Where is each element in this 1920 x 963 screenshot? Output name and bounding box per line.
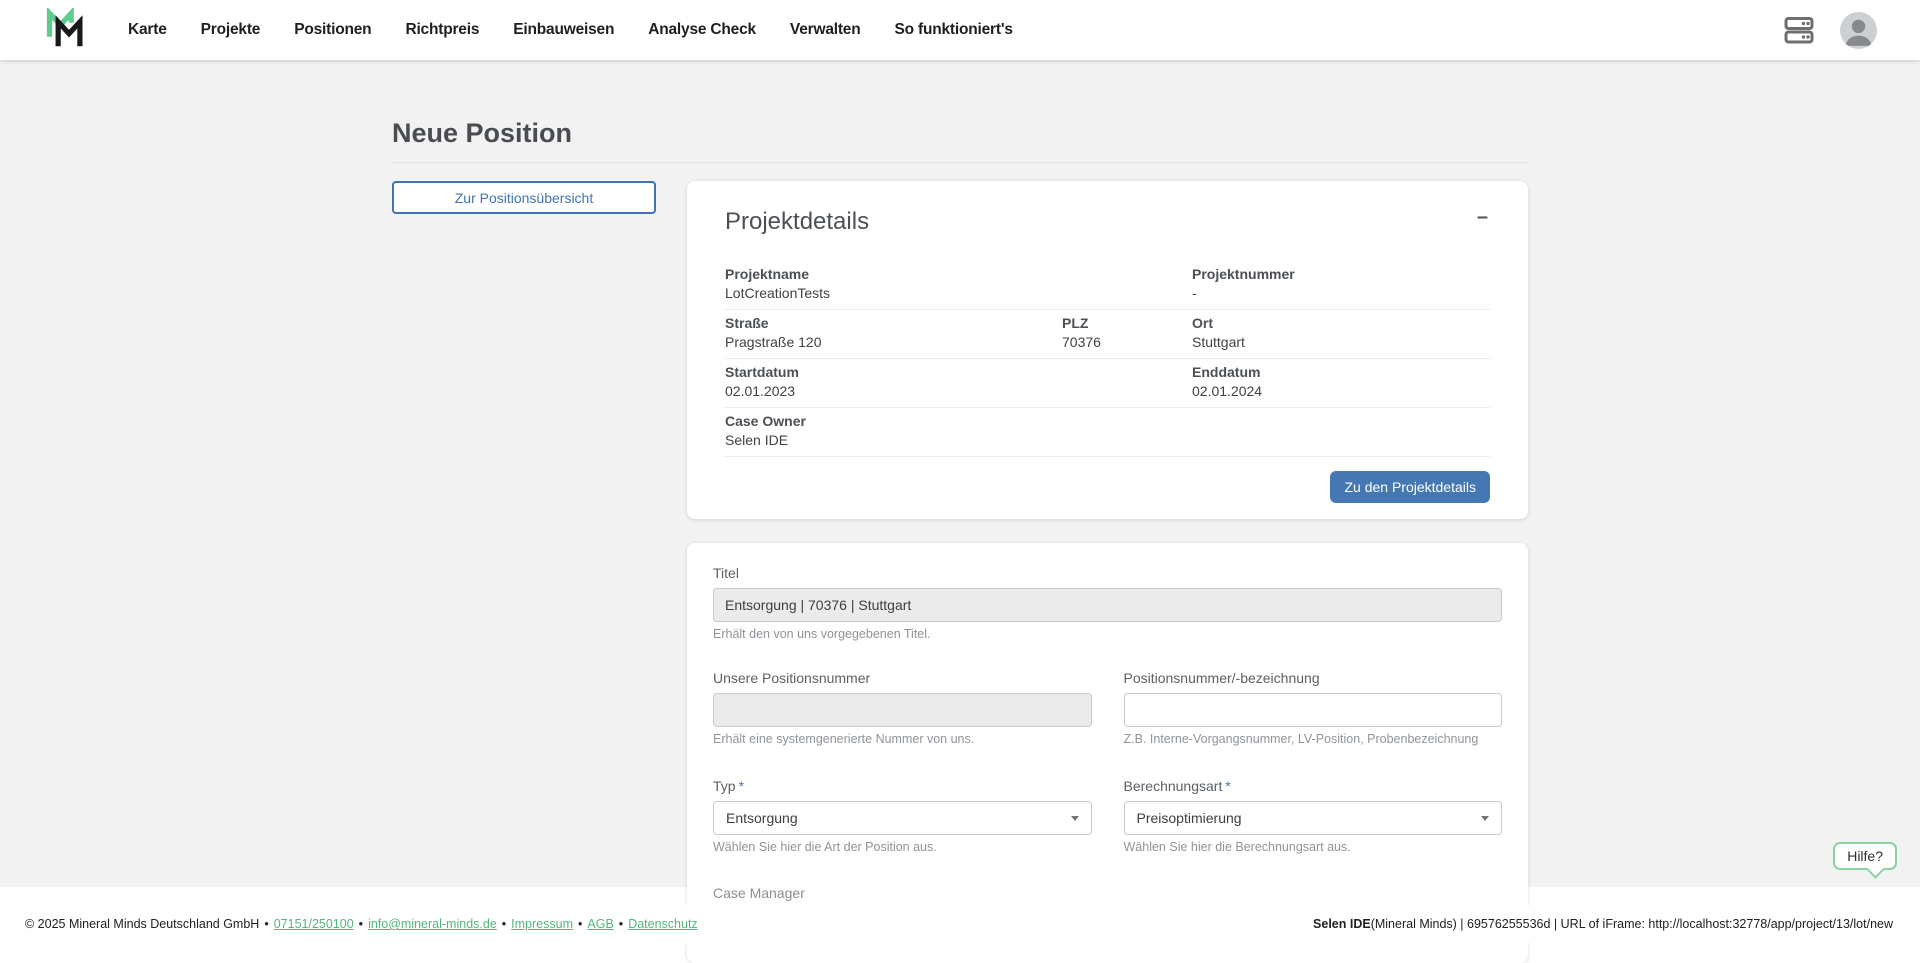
title-divider — [392, 162, 1528, 163]
phone-link[interactable]: 07151/250100 — [273, 917, 354, 931]
server-icon[interactable] — [1783, 14, 1815, 46]
typ-field: Typ * Entsorgung Wählen Sie hier die Art … — [713, 778, 1092, 855]
agb-link[interactable]: AGB — [587, 917, 614, 931]
nav-item-projekte[interactable]: Projekte — [200, 21, 261, 38]
positionsnummer-label: Positionsnummer/-bezeichnung — [1123, 670, 1320, 686]
table-row: Case Owner Selen IDE — [725, 408, 1490, 457]
top-navbar: Karte Projekte Positionen Richtpreis Ein… — [0, 0, 1920, 60]
table-row: Straße Pragstraße 120 PLZ 70376 Ort Stut… — [725, 310, 1490, 359]
titel-label: Titel — [713, 565, 739, 581]
typ-select-value: Entsorgung — [726, 810, 798, 826]
session-user: Selen IDE — [1313, 917, 1371, 931]
berechnungsart-field: Berechnungsart * Preisoptimierung Wählen … — [1123, 778, 1502, 855]
email-link[interactable]: info@mineral-minds.de — [368, 917, 497, 931]
titel-input — [713, 588, 1502, 622]
unsere-positionsnummer-input — [713, 693, 1092, 727]
typ-select[interactable]: Entsorgung — [713, 801, 1092, 835]
help-button-label: Hilfe? — [1847, 848, 1883, 864]
field-value: 02.01.2023 — [725, 383, 796, 399]
field-value: LotCreationTests — [725, 285, 831, 301]
field-value: Selen IDE — [725, 432, 789, 448]
chevron-down-icon — [1481, 815, 1489, 821]
go-to-project-details-button[interactable]: Zu den Projektdetails — [1330, 471, 1490, 503]
project-details-card: Projektdetails – Projektname LotCreation… — [687, 181, 1528, 519]
new-position-form-card: Titel Erhält den von uns vorgegebenen Ti… — [687, 543, 1528, 963]
separator-dot: • — [264, 917, 269, 931]
field-label: Projektnummer — [1192, 266, 1295, 282]
field-label: Straße — [725, 315, 769, 331]
field-value: Pragstraße 120 — [725, 334, 822, 350]
berechnungsart-select-value: Preisoptimierung — [1136, 810, 1242, 826]
required-asterisk: * — [738, 778, 745, 794]
nav-item-analyse-check[interactable]: Analyse Check — [648, 21, 756, 38]
required-asterisk: * — [1225, 778, 1231, 794]
datenschutz-link[interactable]: Datenschutz — [628, 917, 698, 931]
nav-item-positionen[interactable]: Positionen — [294, 21, 372, 38]
berechnungsart-helper-text: Wählen Sie hier die Berechnungsart aus. — [1123, 840, 1351, 854]
nav-item-verwalten[interactable]: Verwalten — [789, 21, 861, 38]
table-row: Projektname LotCreationTests Projektnumm… — [725, 261, 1490, 310]
help-button[interactable]: Hilfe? — [1833, 842, 1897, 879]
field-label: Enddatum — [1192, 364, 1261, 380]
copyright-text: © 2025 Mineral Minds Deutschland GmbH — [25, 917, 260, 931]
separator-dot: • — [358, 917, 364, 931]
project-card-title: Projektdetails — [725, 208, 870, 235]
case-manager-label: Case Manager — [713, 885, 805, 901]
field-label: Case Owner — [725, 413, 806, 429]
field-value: Stuttgart — [1192, 334, 1245, 350]
field-value: 02.01.2024 — [1192, 383, 1263, 399]
titel-field: Titel Erhält den von uns vorgegebenen Ti… — [713, 565, 1502, 642]
nav-item-einbauweisen[interactable]: Einbauweisen — [513, 21, 615, 38]
field-label: PLZ — [1062, 315, 1089, 331]
field-label: Ort — [1192, 315, 1213, 331]
field-label: Startdatum — [725, 364, 799, 380]
main-navigation: Karte Projekte Positionen Richtpreis Ein… — [128, 21, 1013, 39]
typ-helper-text: Wählen Sie hier die Art der Position aus… — [713, 840, 937, 854]
user-avatar-icon[interactable] — [1840, 11, 1877, 49]
page-footer: © 2025 Mineral Minds Deutschland GmbH • … — [0, 905, 1920, 943]
field-label: Projektname — [725, 266, 810, 282]
titel-helper-text: Erhält den von uns vorgegebenen Titel. — [713, 627, 931, 641]
nav-item-richtpreis[interactable]: Richtpreis — [405, 21, 480, 38]
separator-dot: • — [501, 917, 507, 931]
positionsnummer-field: Positionsnummer/-bezeichnung Z.B. Intern… — [1123, 670, 1502, 747]
main-content-area: Neue Position Zur Positionsübersicht Pro… — [0, 60, 1920, 963]
mineral-minds-logo[interactable] — [40, 6, 92, 53]
nav-item-so-funktionierts[interactable]: So funktioniert's — [894, 21, 1013, 38]
positionsnummer-helper-text: Z.B. Interne-Vorgangsnummer, LV-Position… — [1123, 732, 1479, 746]
collapse-card-button[interactable]: – — [1476, 206, 1488, 228]
typ-label: Typ * — [713, 778, 745, 794]
unsere-positionsnummer-label: Unsere Positionsnummer — [713, 670, 871, 686]
table-row: Startdatum 02.01.2023 Enddatum 02.01.202… — [725, 359, 1490, 408]
field-value: - — [1192, 285, 1197, 301]
berechnungsart-select[interactable]: Preisoptimierung — [1123, 801, 1502, 835]
unsere-positionsnummer-field: Unsere Positionsnummer Erhält eine syste… — [713, 670, 1092, 747]
logo-m-icon — [40, 6, 92, 53]
project-details-table: Projektname LotCreationTests Projektnumm… — [725, 261, 1490, 457]
impressum-link[interactable]: Impressum — [511, 917, 573, 931]
separator-dot: • — [618, 917, 624, 931]
separator-dot: • — [578, 917, 583, 931]
session-info: (Mineral Minds) | 69576255536d | URL of … — [1370, 917, 1893, 931]
positionsnummer-input[interactable] — [1123, 693, 1502, 727]
berechnungsart-label: Berechnungsart * — [1123, 778, 1231, 794]
position-overview-button[interactable]: Zur Positionsübersicht — [392, 181, 656, 214]
page-title: Neue Position — [392, 118, 573, 148]
field-value: 70376 — [1062, 334, 1101, 350]
chevron-down-icon — [1070, 815, 1079, 821]
nav-item-karte[interactable]: Karte — [128, 21, 167, 38]
unsere-positionsnummer-helper-text: Erhält eine systemgenerierte Nummer von … — [713, 732, 975, 746]
